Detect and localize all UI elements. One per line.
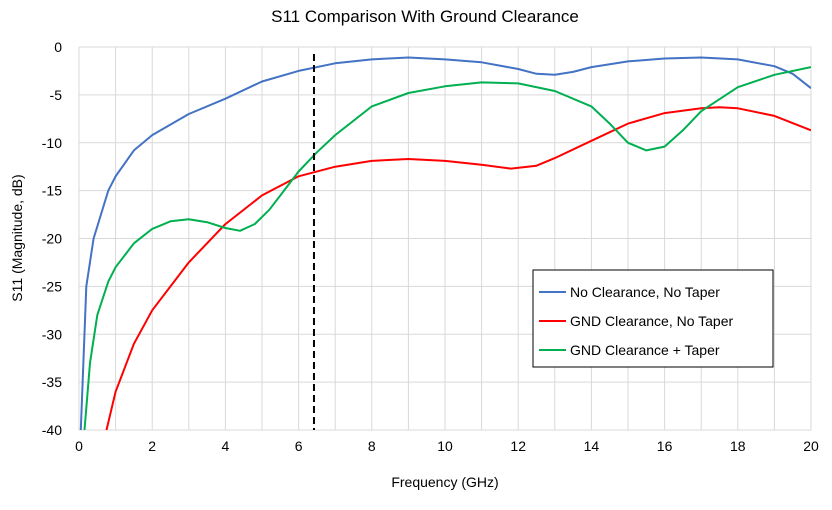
legend-label: GND Clearance, No Taper: [570, 313, 733, 329]
y-tick-label: -25: [42, 278, 62, 294]
x-tick-label: 0: [75, 438, 83, 454]
series-line-3: [83, 66, 811, 430]
series-line-1: [79, 56, 811, 430]
y-axis-label: S11 (Magnitude, dB): [9, 174, 25, 301]
x-tick-label: 10: [437, 438, 453, 454]
y-tick-label: -5: [50, 87, 63, 103]
x-tick-label: 14: [584, 438, 600, 454]
x-tick-label: 12: [510, 438, 526, 454]
y-tick-label: -30: [42, 326, 62, 342]
x-tick-label: 2: [148, 438, 156, 454]
y-tick-label: -20: [42, 231, 62, 247]
y-tick-label: 0: [54, 39, 62, 55]
x-tick-label: 18: [730, 438, 746, 454]
y-tick-label: -40: [42, 422, 62, 438]
x-tick-label: 8: [368, 438, 376, 454]
series-line-2: [105, 106, 811, 430]
series-lines: [79, 56, 811, 430]
x-axis-label: Frequency (GHz): [391, 474, 498, 490]
y-tick-label: -10: [42, 135, 62, 151]
legend-label: GND Clearance + Taper: [570, 342, 720, 358]
tick-labels: 0 2 4 6 8 10 12 14 16 18 20 0 -5 -10 -15 -20 -25 -30 -35 -4…: [42, 39, 819, 454]
y-tick-label: -15: [42, 183, 62, 199]
y-tick-label: -35: [42, 374, 62, 390]
x-tick-label: 16: [657, 438, 673, 454]
chart-title: S11 Comparison With Ground Clearance: [271, 7, 579, 26]
grid: [78, 46, 812, 431]
legend-label: No Clearance, No Taper: [570, 284, 720, 300]
x-tick-label: 6: [295, 438, 303, 454]
x-tick-label: 4: [222, 438, 230, 454]
legend: No Clearance, No Taper GND Clearance, No …: [532, 269, 774, 368]
x-tick-label: 20: [803, 438, 819, 454]
